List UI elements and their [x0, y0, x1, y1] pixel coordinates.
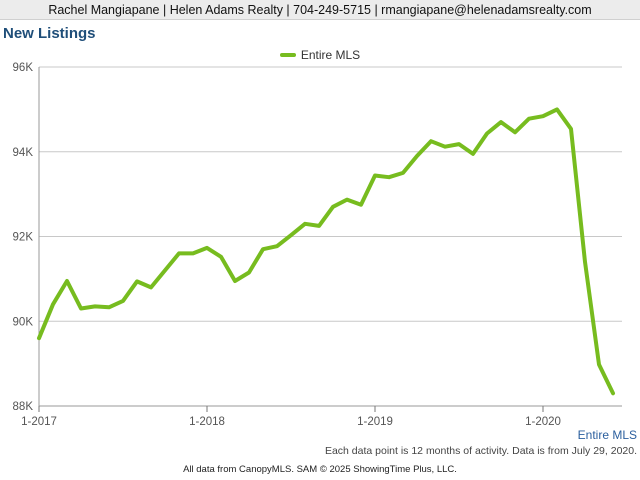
data-point[interactable]	[176, 250, 182, 256]
data-point[interactable]	[582, 259, 588, 265]
series-name-label: Entire MLS	[577, 428, 637, 442]
data-point[interactable]	[302, 221, 308, 227]
data-point[interactable]	[596, 361, 602, 367]
data-point[interactable]	[540, 113, 546, 119]
data-point[interactable]	[470, 151, 476, 157]
data-point[interactable]	[526, 116, 532, 122]
source-attribution: All data from CanopyMLS. SAM © 2025 Show…	[183, 464, 457, 475]
data-point[interactable]	[610, 390, 616, 396]
data-point[interactable]	[554, 106, 560, 112]
y-tick-label: 88K	[13, 401, 34, 413]
data-point[interactable]	[428, 138, 434, 144]
data-point[interactable]	[358, 202, 364, 208]
data-point[interactable]	[106, 304, 112, 310]
data-point[interactable]	[218, 254, 224, 260]
agent-contact-banner: Rachel Mangiapane | Helen Adams Realty |…	[0, 0, 640, 20]
legend: Entire MLS	[0, 46, 640, 62]
y-tick-label: 96K	[13, 62, 34, 74]
chart-title: New Listings	[3, 25, 96, 42]
data-point[interactable]	[190, 250, 196, 256]
data-point[interactable]	[204, 245, 210, 251]
data-point[interactable]	[512, 129, 518, 135]
data-point[interactable]	[232, 278, 238, 284]
data-point[interactable]	[344, 197, 350, 203]
data-point[interactable]	[400, 170, 406, 176]
y-tick-label: 90K	[13, 316, 34, 328]
legend-swatch	[279, 53, 296, 57]
data-point[interactable]	[92, 303, 98, 309]
legend-item-entire-mls[interactable]: Entire MLS	[279, 48, 361, 62]
data-point[interactable]	[260, 246, 266, 252]
data-point[interactable]	[484, 131, 490, 137]
series-line-entire-mls[interactable]	[37, 107, 615, 396]
data-point[interactable]	[330, 204, 336, 210]
gridlines	[39, 66, 622, 407]
x-tick-label: 1-2017	[21, 416, 57, 428]
x-tick-label: 1-2020	[525, 416, 561, 428]
y-tick-label: 92K	[13, 232, 34, 244]
data-point[interactable]	[372, 172, 378, 178]
data-point[interactable]	[134, 278, 140, 284]
data-point[interactable]	[498, 119, 504, 125]
data-point[interactable]	[274, 243, 280, 249]
data-point[interactable]	[246, 270, 252, 276]
data-point[interactable]	[414, 153, 420, 159]
data-point[interactable]	[120, 298, 126, 304]
data-point[interactable]	[162, 267, 168, 273]
data-point[interactable]	[148, 284, 154, 290]
data-point[interactable]	[288, 232, 294, 238]
data-point[interactable]	[36, 335, 42, 341]
axes: 88K 90K 92K 94K 96K 1-2017 1-2018 1-2019 1-2020	[13, 62, 622, 428]
x-tick-label: 1-2019	[357, 416, 393, 428]
data-point[interactable]	[50, 301, 56, 307]
legend-label: Entire MLS	[300, 48, 361, 62]
x-tick-label: 1-2018	[189, 416, 225, 428]
data-point[interactable]	[64, 278, 70, 284]
data-point[interactable]	[316, 223, 322, 229]
data-point[interactable]	[568, 126, 574, 132]
data-point[interactable]	[386, 174, 392, 180]
data-point[interactable]	[456, 141, 462, 147]
series-layer	[36, 106, 616, 396]
y-tick-label: 94K	[13, 147, 34, 159]
data-point[interactable]	[78, 306, 84, 312]
data-point[interactable]	[442, 144, 448, 150]
data-footnote: Each data point is 12 months of activity…	[324, 445, 637, 457]
